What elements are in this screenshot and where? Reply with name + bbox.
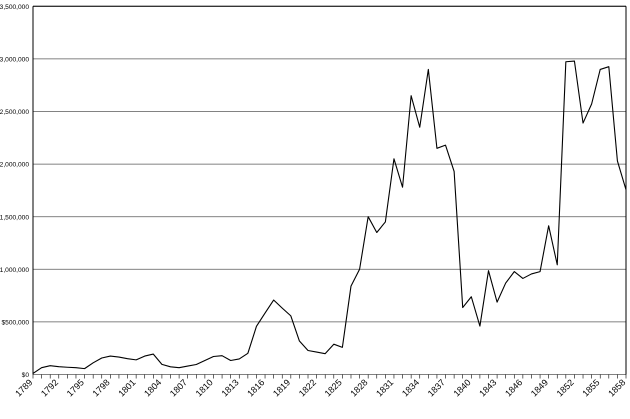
svg-text:$2,000,000: $2,000,000 xyxy=(0,162,29,169)
svg-text:$3,000,000: $3,000,000 xyxy=(0,57,29,64)
svg-text:$500,000: $500,000 xyxy=(1,320,29,327)
svg-text:$1,500,000: $1,500,000 xyxy=(0,214,29,221)
svg-text:$1,000,000: $1,000,000 xyxy=(0,267,29,274)
svg-text:$2,500,000: $2,500,000 xyxy=(0,109,29,116)
svg-text:$3,500,000: $3,500,000 xyxy=(0,4,29,11)
